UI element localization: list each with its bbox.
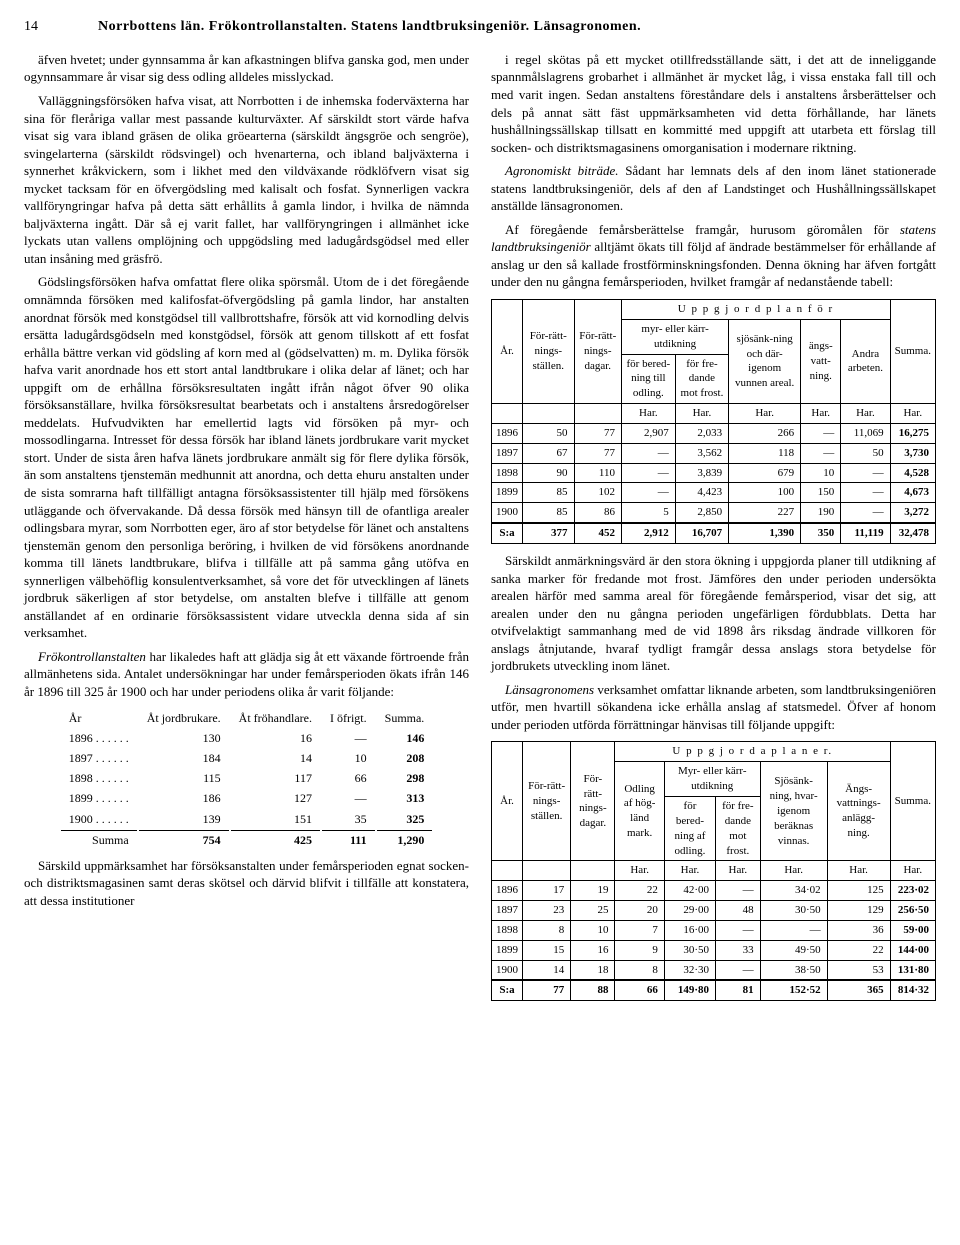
left-column: äfven hvetet; under gynnsamma år kan afk… bbox=[24, 51, 469, 1009]
paragraph: äfven hvetet; under gynnsamma år kan afk… bbox=[24, 51, 469, 86]
frokontroll-table: År Åt jordbrukare. Åt fröhandlare. I öfr… bbox=[59, 707, 435, 851]
lansagronom-table: År. För-rätt-nings-ställen. För-rätt-nin… bbox=[491, 741, 936, 1001]
landtbruksingenior-table: År. För-rätt-nings-ställen. För-rätt-nin… bbox=[491, 299, 936, 544]
paragraph: Länsagronomens verksamhet omfattar likna… bbox=[491, 681, 936, 734]
paragraph: Särskild uppmärksamhet har försöksanstal… bbox=[24, 857, 469, 910]
paragraph: Gödslingsförsöken hafva omfattat flere o… bbox=[24, 273, 469, 641]
page-header: 14 Norrbottens län. Frökontrollanstalten… bbox=[24, 18, 936, 37]
paragraph: Valläggningsförsöken hafva visat, att No… bbox=[24, 92, 469, 267]
paragraph: Frökontrollanstalten har likaledes haft … bbox=[24, 648, 469, 701]
paragraph: Af föregående femårsberättelse framgår, … bbox=[491, 221, 936, 291]
paragraph: Särskildt anmärkningsvärd är den stora ö… bbox=[491, 552, 936, 675]
paragraph: i regel skötas på ett mycket otillfredss… bbox=[491, 51, 936, 156]
header-titles: Norrbottens län. Frökontrollanstalten. S… bbox=[98, 18, 641, 37]
right-column: i regel skötas på ett mycket otillfredss… bbox=[491, 51, 936, 1009]
paragraph: Agronomiskt biträde. Sådant har lemnats … bbox=[491, 162, 936, 215]
content-columns: äfven hvetet; under gynnsamma år kan afk… bbox=[24, 51, 936, 1009]
page-number: 14 bbox=[24, 18, 38, 37]
